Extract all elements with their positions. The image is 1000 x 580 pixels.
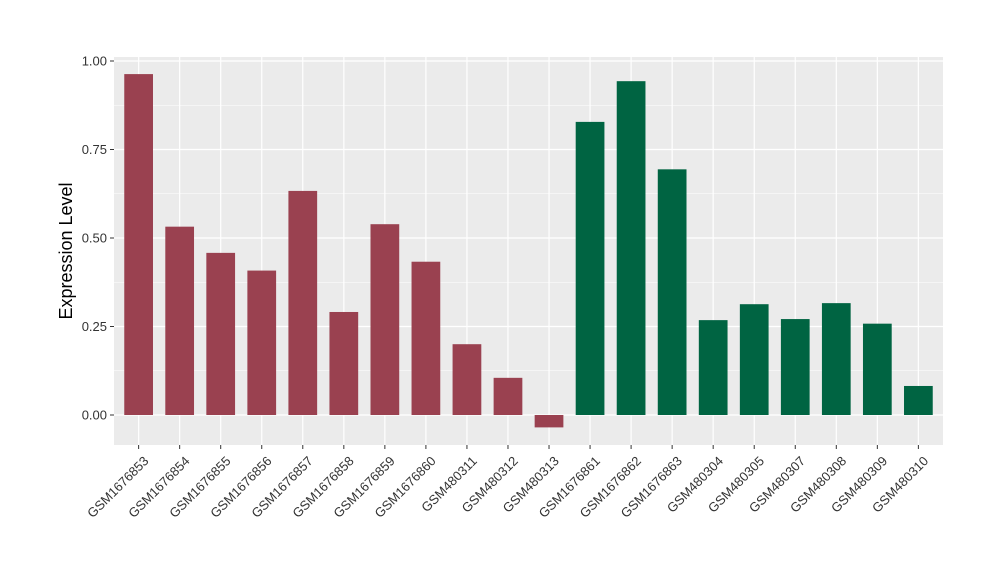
bar-GSM1676858 [329,311,359,415]
bar-GSM480304 [698,320,728,415]
bar-GSM480313 [534,415,564,428]
bar-GSM480311 [452,344,482,415]
bar-GSM1676855 [206,252,236,415]
bar-GSM1676856 [247,270,277,415]
bar-GSM1676859 [370,224,400,415]
y-axis-title: Expression Level [56,182,76,319]
plot-panel [114,57,943,445]
y-tick-label: 1.00 [82,54,107,69]
bars [124,74,933,428]
bar-GSM1676862 [616,81,646,415]
bar-GSM480309 [862,323,892,415]
bar-GSM1676861 [575,121,605,415]
y-tick-label: 0.50 [82,231,107,246]
bar-GSM480308 [821,303,851,415]
bar-GSM480307 [780,319,810,415]
y-tick-label: 0.75 [82,142,107,157]
y-tick-label: 0.25 [82,319,107,334]
bar-GSM480310 [904,385,933,415]
bar-GSM480305 [739,304,769,415]
bar-GSM1676863 [657,169,687,415]
bar-GSM1676857 [288,190,318,415]
bar-GSM1676854 [165,226,195,415]
bar-GSM1676860 [411,261,441,415]
bar-GSM1676853 [124,74,153,416]
bar-GSM480312 [493,377,523,415]
y-tick-label: 0.00 [82,408,107,423]
x-axis: GSM1676853GSM1676854GSM1676855GSM1676856… [84,445,931,521]
y-axis: 0.00 0.25 0.50 0.75 1.00 [82,54,114,423]
